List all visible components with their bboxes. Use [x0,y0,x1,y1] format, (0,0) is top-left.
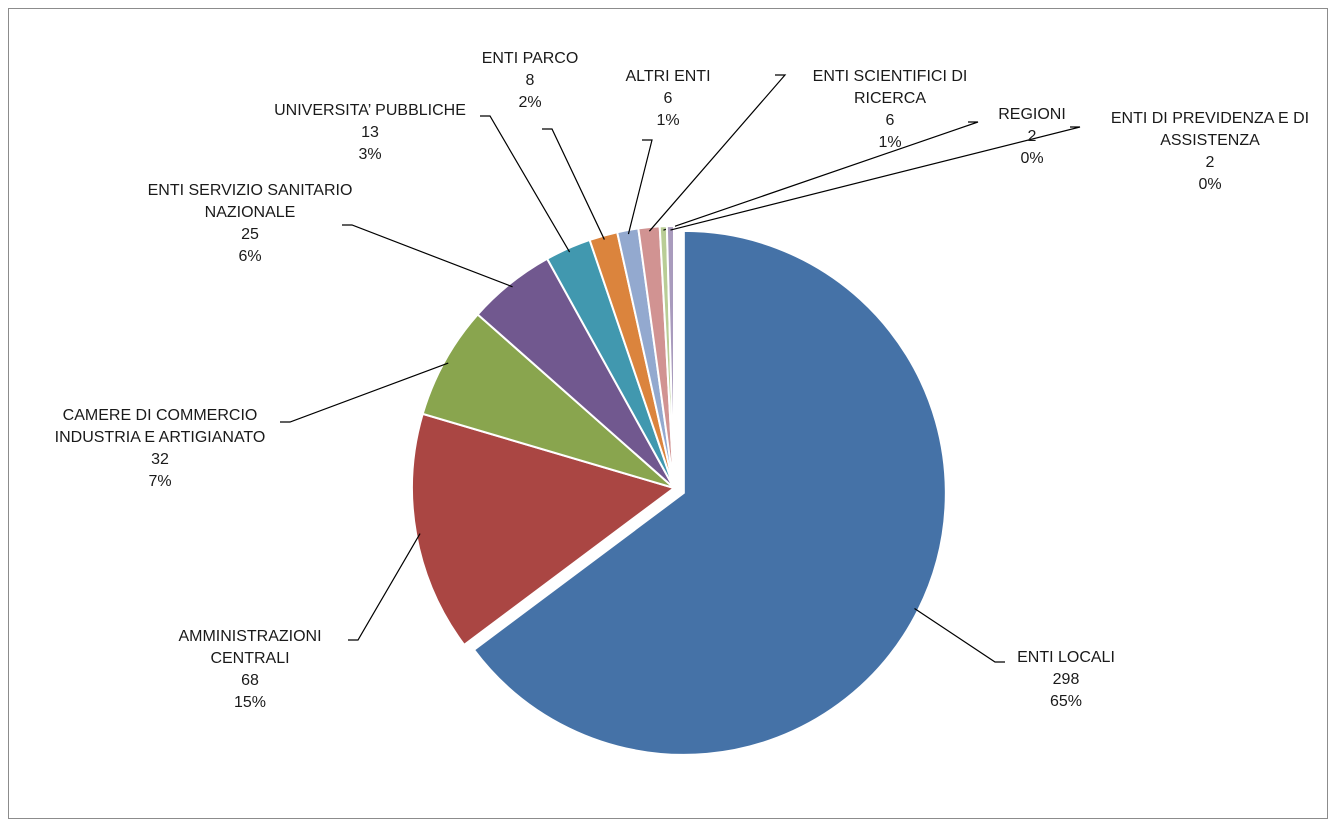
percent-label: 0% [1198,176,1222,193]
data-label: AMMINISTRAZIONI CENTRALI 68 15% [140,626,360,714]
pie-slice [421,313,675,489]
value-label: 6 [663,90,673,107]
data-label: ENTI LOCALI 298 65% [986,647,1146,713]
value-label: 2 [1205,154,1215,171]
value-label: 298 [1052,671,1080,688]
percent-label: 1% [878,134,902,151]
category-name: REGIONI [998,106,1066,123]
chart-frame [8,8,1328,819]
category-name: ENTI SCIENTIFICI DI RICERCA [812,68,968,107]
category-name: CAMERE DI COMMERCIO INDUSTRIA E ARTIGIAN… [54,407,266,446]
leader-line [663,121,979,231]
data-label: ALTRI ENTI 6 1% [598,66,738,132]
value-label: 8 [525,72,535,89]
leader-line [648,74,787,232]
percent-label: 1% [656,112,680,129]
data-label: REGIONI 2 0% [972,104,1092,170]
data-label: ENTI DI PREVIDENZA E DI ASSISTENZA 2 0% [1085,108,1330,196]
percent-label: 15% [233,694,267,711]
leader-line [280,362,449,423]
leader-line [914,607,1005,663]
data-label: UNIVERSITA’ PUBBLICHE 13 3% [245,100,495,166]
leader-line [342,224,513,288]
percent-label: 6% [238,248,262,265]
leader-line [348,533,421,641]
category-name: ENTI SERVIZIO SANITARIO NAZIONALE [147,182,353,221]
leader-line [480,115,571,253]
category-name: ENTI LOCALI [1017,649,1115,666]
category-name: ENTI DI PREVIDENZA E DI ASSISTENZA [1110,110,1310,149]
category-name: ENTI PARCO [481,50,579,67]
value-label: 25 [241,226,259,243]
percent-label: 7% [148,473,172,490]
data-label: ENTI SCIENTIFICI DI RICERCA 6 1% [785,66,995,154]
percent-label: 3% [358,146,382,163]
pie-slice [411,412,677,647]
percent-label: 2% [518,94,542,111]
data-label: CAMERE DI COMMERCIO INDUSTRIA E ARTIGIAN… [30,405,290,493]
data-label: ENTI SERVIZIO SANITARIO NAZIONALE 25 6% [125,180,375,268]
value-label: 2 [1027,128,1037,145]
category-name: AMMINISTRAZIONI CENTRALI [178,628,322,667]
data-label: ENTI PARCO 8 2% [460,48,600,114]
pie-slice [665,224,675,489]
leader-line [627,139,653,235]
value-label: 68 [241,672,259,689]
value-label: 6 [885,112,895,129]
value-label: 32 [151,451,169,468]
percent-label: 65% [1049,693,1083,710]
category-name: ALTRI ENTI [625,68,711,85]
leader-line [542,128,605,240]
leader-line [670,126,1081,231]
percent-label: 0% [1020,150,1044,167]
category-name: UNIVERSITA’ PUBBLICHE [274,102,466,119]
value-label: 13 [361,124,379,141]
